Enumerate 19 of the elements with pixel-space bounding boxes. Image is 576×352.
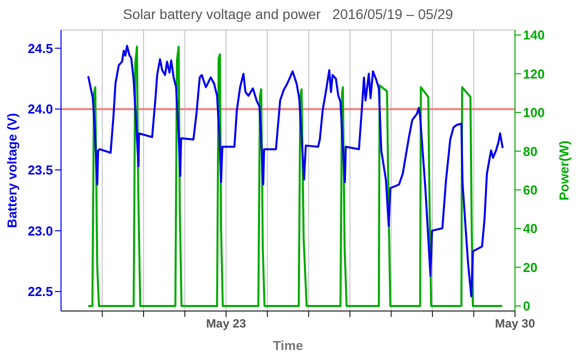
y-tick-label: 24.5 (28, 40, 53, 56)
y-tick-label: 23.5 (28, 162, 53, 178)
y2-tick-label: 20 (523, 260, 538, 275)
y2-tick-label: 100 (523, 105, 545, 120)
y-axis-title: Battery voltage (V) (4, 113, 20, 228)
y2-tick-label: 0 (523, 298, 530, 314)
y2-tick-label: 60 (523, 182, 538, 198)
x-tick-label: May 30 (494, 316, 536, 331)
y-tick-label: 24.0 (28, 102, 53, 117)
x-tick-label: May 23 (206, 316, 246, 331)
y-tick-label: 23.0 (28, 223, 53, 238)
y2-tick-label: 40 (523, 221, 538, 236)
y2-tick-label: 80 (523, 144, 538, 159)
y2-tick-label: 120 (523, 66, 545, 82)
chart-title: Solar battery voltage and power 2016/05/19 – 05/29 (122, 6, 454, 22)
x-axis-title: Time (272, 338, 304, 352)
y-tick-label: 22.5 (28, 284, 53, 300)
y2-tick-label: 140 (523, 28, 545, 43)
y2-axis-title: Power(W) (556, 140, 572, 200)
